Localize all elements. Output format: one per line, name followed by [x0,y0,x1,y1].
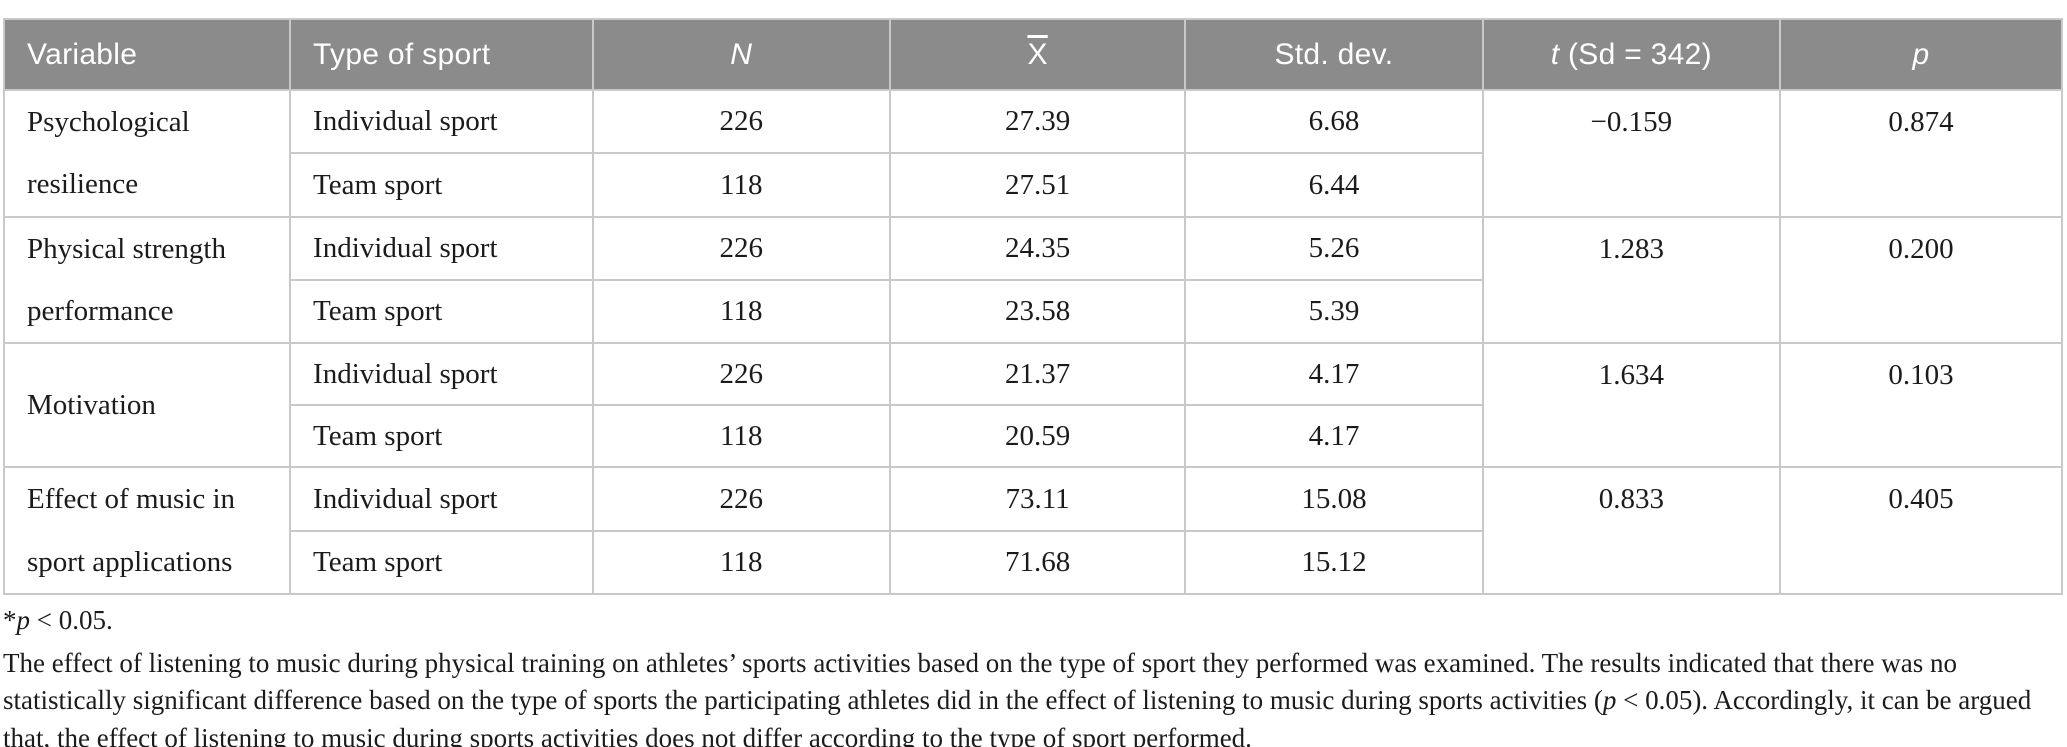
cell-sport-type: Team sport [289,529,594,596]
cell-p: 0.874 [1779,89,2063,218]
table-caption: The effect of listening to music during … [3,645,2063,747]
cell-mean: 23.58 [888,279,1187,345]
table-row: Effect of music in sport applications In… [2,466,2063,596]
cell-sport-type: Individual sport [289,466,594,532]
cell-std-dev: 4.17 [1184,404,1484,469]
cell-mean: 73.11 [888,466,1187,532]
table-row: Team sport 118 27.51 6.44 [4,152,2062,218]
cell-n: 226 [591,342,891,407]
header-row: Variable Type of sport N X Std. dev. t (… [2,18,2063,91]
cell-variable: Motivation [2,342,292,469]
cell-p: 0.200 [1779,215,2063,345]
cell-t: 0.833 [1481,466,1782,596]
x-bar-label: X [1027,37,1048,71]
note-asterisk: * [3,605,17,636]
cell-variable: Psychological resilience [2,89,292,218]
table-row: Team sport 118 23.58 5.39 [4,279,2062,345]
cell-std-dev: 4.17 [1184,342,1484,407]
t-label: t [1550,37,1560,71]
cell-mean: 20.59 [888,404,1187,469]
t-df-label: (Sd = 342) [1559,37,1712,71]
cell-sport-type: Team sport [289,152,594,218]
table-row: Psychological resilience Individual spor… [2,88,2063,218]
significance-note: *p < 0.05. [3,605,2067,636]
cell-sport-type: Individual sport [289,342,594,407]
cell-n: 226 [591,215,891,282]
cell-std-dev: 15.08 [1184,466,1484,532]
col-header-std-dev: Std. dev. [1184,18,1484,91]
cell-p: 0.103 [1779,342,2063,469]
caption-text-before: The effect of listening to music during … [3,648,1957,716]
stats-table: Variable Type of sport N X Std. dev. t (… [2,18,2063,596]
cell-n: 226 [591,466,891,532]
table-row: Team sport 118 20.59 4.17 [4,404,2062,469]
col-header-mean: X [888,18,1187,91]
cell-n: 118 [591,404,891,469]
cell-t: 1.634 [1481,342,1782,469]
cell-std-dev: 5.26 [1184,215,1484,282]
caption-text-after: < 0.05). Accordingly, it can be argued t… [3,685,2032,747]
cell-sport-type: Individual sport [289,215,594,282]
cell-variable: Effect of music in sport applications [2,466,292,596]
cell-sport-type: Team sport [289,279,594,345]
note-p-symbol: p [16,605,31,636]
table-header: Variable Type of sport N X Std. dev. t (… [2,18,2063,91]
col-header-variable: Variable [2,18,292,91]
table-row: Physical strength performance Individual… [2,215,2063,345]
cell-n: 118 [591,152,891,218]
note-threshold: < 0.05. [30,605,113,636]
cell-mean: 21.37 [888,342,1187,407]
col-header-t: t (Sd = 342) [1481,18,1782,91]
cell-n: 226 [591,88,891,155]
col-header-type-of-sport: Type of sport [289,18,594,91]
cell-mean: 27.51 [888,152,1187,218]
cell-t: −0.159 [1481,89,1782,218]
cell-std-dev: 5.39 [1184,279,1484,345]
p-label: p [1912,37,1930,71]
cell-t: 1.283 [1481,215,1782,345]
cell-sport-type: Team sport [289,404,594,469]
col-header-n: N [591,18,891,91]
cell-std-dev: 6.44 [1184,152,1484,218]
cell-std-dev: 15.12 [1184,529,1484,596]
cell-mean: 27.39 [888,88,1187,155]
cell-n: 118 [591,529,891,596]
col-header-p: p [1779,18,2063,91]
n-label: N [730,37,753,71]
table-body: Psychological resilience Individual spor… [2,88,2063,596]
caption-p-symbol: p [1602,685,1617,716]
table-row: Motivation Individual sport 226 21.37 4.… [2,342,2063,469]
cell-p: 0.405 [1779,466,2063,596]
cell-std-dev: 6.68 [1184,88,1484,155]
table-row: Team sport 118 71.68 15.12 [4,529,2062,596]
cell-mean: 71.68 [888,529,1187,596]
cell-n: 118 [591,279,891,345]
cell-variable: Physical strength performance [2,215,292,345]
cell-mean: 24.35 [888,215,1187,282]
cell-sport-type: Individual sport [289,88,594,155]
